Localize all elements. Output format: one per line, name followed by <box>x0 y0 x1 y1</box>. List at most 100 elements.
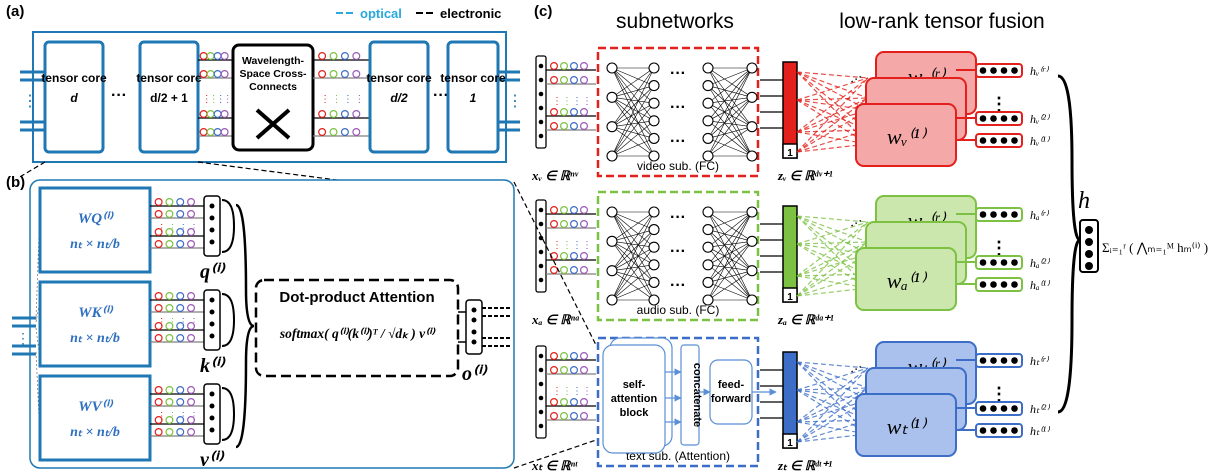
microring <box>549 352 558 361</box>
svg-text:WV⁽ⁱ⁾: WV⁽ⁱ⁾ <box>78 399 114 415</box>
fc-edge <box>707 246 753 271</box>
detector-q <box>203 195 221 257</box>
vertical-ellipsis: ⋮ <box>167 411 177 422</box>
microring <box>154 210 163 219</box>
fc-edge <box>707 211 753 242</box>
fc-node <box>648 224 660 236</box>
microring <box>559 252 568 261</box>
z-bias-cell <box>782 433 798 449</box>
input-vector <box>535 55 547 149</box>
fusion-fan-line <box>796 77 869 101</box>
fc-node <box>606 91 618 103</box>
input-waveguides: ⋮ ⋮ ⋮ ⋮ <box>546 61 596 131</box>
svg-text:1: 1 <box>470 91 477 105</box>
feed-forward-line2: forward <box>711 393 751 405</box>
fc-node <box>702 241 714 253</box>
vertical-ellipsis: ⋮ <box>189 411 199 422</box>
svg-text:nₜ × nₜ/b: nₜ × nₜ/b <box>70 331 120 346</box>
microring <box>579 206 588 215</box>
k-label: k⁽ⁱ⁾ <box>200 355 226 377</box>
svg-text:⋮: ⋮ <box>16 330 30 346</box>
bias-label: 1 <box>787 292 793 303</box>
fc-node <box>606 121 618 133</box>
microring <box>176 334 185 343</box>
input-node <box>538 367 544 373</box>
fc-edge <box>707 211 753 230</box>
wavelength-space-cross-connects: Wavelength- Space Cross- Connects <box>231 43 315 152</box>
svg-text:d: d <box>70 91 78 105</box>
microring <box>559 366 568 375</box>
legend-optical: optical <box>360 6 402 21</box>
fc-edge <box>707 229 753 271</box>
z-label: zₜ ∈ ℝᵈᵗ⁺¹ <box>777 458 832 473</box>
output-node <box>1011 427 1018 434</box>
weight-wv: WV⁽ⁱ⁾ nₜ × nₜ/b <box>38 374 152 462</box>
microring <box>559 206 568 215</box>
weight-tensor <box>855 247 957 311</box>
fusion-fan-line <box>796 215 869 223</box>
input-node <box>538 353 544 359</box>
fc-edge <box>707 211 753 283</box>
vertical-ellipsis: ⋮ <box>572 386 582 397</box>
fc-edge <box>611 282 655 301</box>
microring <box>176 292 185 301</box>
input-label: xᵥ ∈ ℝⁿᵛ <box>531 168 579 183</box>
microring <box>549 75 558 84</box>
input-node <box>538 105 544 111</box>
subnetwork-box <box>596 190 760 322</box>
microring <box>176 304 185 313</box>
fc-edge <box>611 211 655 265</box>
vertical-ellipsis: ⋮ <box>562 386 572 397</box>
microring <box>579 61 588 70</box>
weight-wq: WQ⁽ⁱ⁾ nₜ × nₜ/b <box>38 186 152 274</box>
vertical-ellipsis: ⋮ <box>167 317 177 328</box>
fc-edge <box>611 85 655 127</box>
output-node <box>1000 137 1008 144</box>
microring <box>579 121 588 130</box>
svg-text:d/2 + 1: d/2 + 1 <box>150 91 188 105</box>
detector-k <box>203 289 221 351</box>
output-node <box>979 427 987 434</box>
legend-electronic: electronic <box>440 6 501 21</box>
microring <box>187 322 196 331</box>
output-node <box>1011 211 1018 218</box>
panel-a-ports <box>20 70 520 132</box>
fc-node <box>606 206 618 218</box>
microring <box>549 206 558 215</box>
microring <box>176 386 185 395</box>
fc-edge <box>611 138 655 157</box>
microring <box>569 398 578 407</box>
feed-forward-line1: feed- <box>718 379 745 391</box>
fc-edge <box>707 241 753 248</box>
fusion-fan-line <box>796 387 869 443</box>
v-label: v⁽ⁱ⁾ <box>200 449 225 471</box>
microring <box>154 198 163 207</box>
fusion-fan-line <box>796 367 869 443</box>
fc-node <box>648 115 660 127</box>
svg-text:WK⁽ⁱ⁾: WK⁽ⁱ⁾ <box>78 305 114 321</box>
input-node <box>538 221 544 227</box>
microring <box>559 266 568 275</box>
input-node <box>538 249 544 255</box>
fusion-fan-line <box>796 253 869 277</box>
vertical-ellipsis: ⋮ <box>582 240 592 251</box>
fc-edge <box>611 211 655 271</box>
fc-node <box>606 150 618 162</box>
microring <box>569 412 578 421</box>
output-node <box>990 259 997 266</box>
fc-edge <box>707 67 753 127</box>
output-node <box>1000 211 1008 218</box>
input-node <box>538 119 544 125</box>
output-node <box>990 115 997 122</box>
microring <box>176 240 185 249</box>
microring <box>187 416 196 425</box>
output-node <box>990 281 997 288</box>
output-vector <box>975 353 1023 368</box>
vertical-ellipsis: ⋮ <box>582 386 592 397</box>
svg-text:⋮: ⋮ <box>22 93 38 110</box>
qkv-brace <box>235 203 255 449</box>
fc-node <box>746 121 758 133</box>
vertical-ellipsis: ⋮ <box>167 223 177 234</box>
svg-text:Space Cross-: Space Cross- <box>239 68 307 80</box>
fc-node <box>746 235 758 247</box>
